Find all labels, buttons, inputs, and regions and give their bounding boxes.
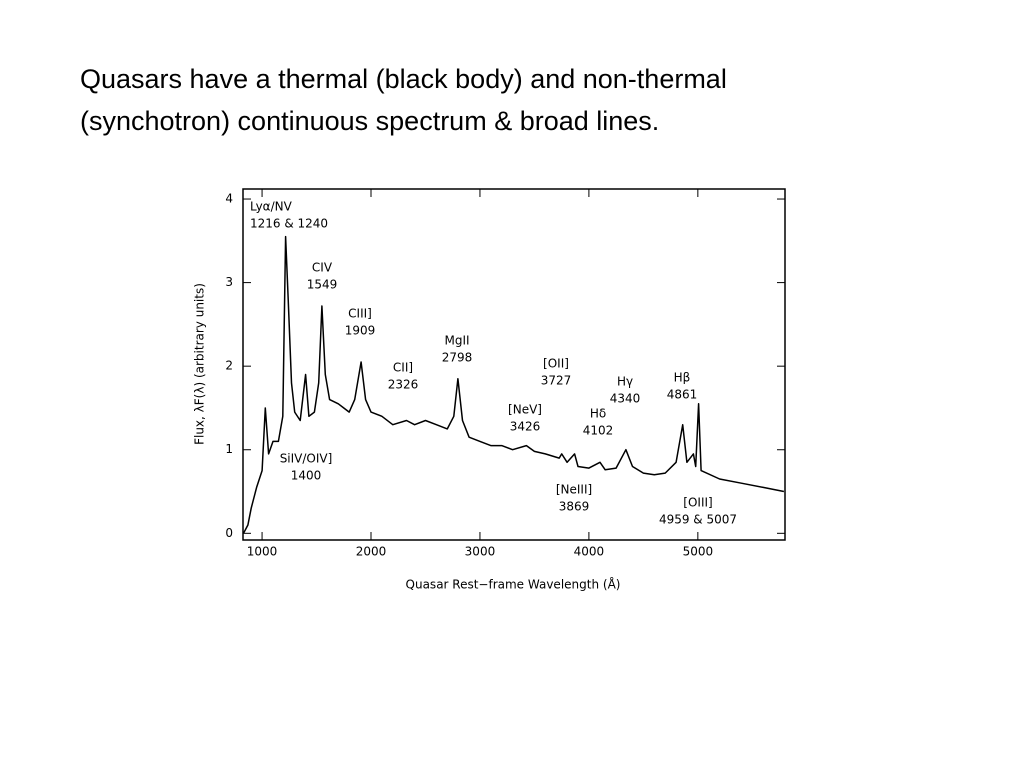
x-tick-label: 2000 — [356, 545, 387, 559]
line-annotation: CIV — [312, 261, 333, 275]
x-tick-label: 1000 — [247, 545, 278, 559]
line-annotation: Hγ — [617, 375, 633, 389]
line-annotation: 4340 — [610, 392, 641, 406]
line-annotation: 2326 — [388, 378, 419, 392]
line-annotation: 1400 — [291, 469, 322, 483]
line-annotation: CIII] — [348, 307, 372, 321]
line-annotation: MgII — [444, 334, 469, 348]
line-annotation: SiIV/OIV] — [280, 452, 333, 466]
x-axis-label: Quasar Rest−frame Wavelength (Å) — [406, 577, 621, 592]
line-annotation: [NeIII] — [556, 483, 592, 497]
line-annotation: Lyα/NV — [250, 200, 293, 214]
x-tick-label: 5000 — [683, 545, 714, 559]
y-tick-label: 3 — [225, 275, 233, 289]
line-annotation: 2798 — [442, 351, 473, 365]
line-annotation: 3869 — [559, 500, 590, 514]
line-annotation: 3426 — [510, 420, 541, 434]
slide-text: Quasars have a thermal (black body) and … — [80, 58, 727, 142]
line-annotation: 4102 — [583, 424, 614, 438]
line-annotation: [OII] — [543, 357, 569, 371]
line-annotation: 3727 — [541, 374, 572, 388]
x-tick-label: 3000 — [465, 545, 496, 559]
line-annotation: [NeV] — [508, 403, 542, 417]
y-axis-label: Flux, λF(λ) (arbitrary units) — [193, 283, 207, 445]
line-annotation: Hβ — [674, 371, 691, 385]
y-tick-label: 4 — [225, 192, 233, 206]
slide-line: Quasars have a thermal (black body) and … — [80, 64, 727, 94]
line-annotation: 1549 — [307, 278, 338, 292]
line-annotation: [OIII] — [683, 496, 712, 510]
line-annotation: 1216 & 1240 — [250, 217, 328, 231]
line-annotation: 4861 — [667, 388, 698, 402]
slide-line: (synchotron) continuous spectrum & broad… — [80, 106, 660, 136]
line-annotation: 4959 & 5007 — [659, 513, 737, 527]
plot-frame — [242, 188, 786, 541]
line-annotation: CII] — [393, 361, 413, 375]
line-annotation: Hδ — [590, 407, 606, 421]
line-annotation: 1909 — [345, 324, 376, 338]
y-tick-label: 2 — [225, 359, 233, 373]
y-tick-label: 0 — [225, 526, 233, 540]
x-tick-label: 4000 — [574, 545, 605, 559]
y-tick-label: 1 — [225, 442, 233, 456]
spectrum-line — [242, 235, 785, 534]
